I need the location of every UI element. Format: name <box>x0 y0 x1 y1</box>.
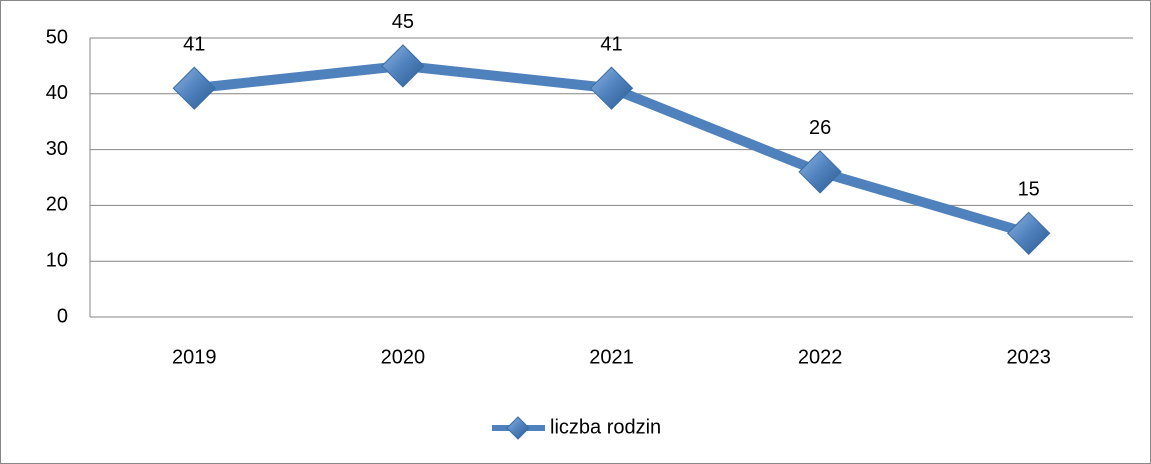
legend-label: liczba rodzin <box>550 416 661 438</box>
point-marker <box>798 150 842 194</box>
x-tick-label: 2023 <box>1006 346 1051 368</box>
x-tick-label: 2021 <box>589 346 634 368</box>
point-marker <box>172 66 217 110</box>
point-marker <box>589 66 634 110</box>
y-tick-label: 40 <box>46 82 68 104</box>
x-tick-label: 2022 <box>798 346 843 368</box>
data-label: 26 <box>809 117 831 139</box>
y-tick-label: 10 <box>46 249 68 271</box>
x-tick-label: 2020 <box>381 346 426 368</box>
y-tick-label: 50 <box>46 26 68 48</box>
y-tick-label: 0 <box>57 305 68 327</box>
legend-marker <box>506 416 530 440</box>
y-tick-label: 30 <box>46 138 68 160</box>
data-label: 41 <box>183 34 205 56</box>
point-marker <box>1006 211 1051 256</box>
point-marker <box>381 44 425 88</box>
data-label: 41 <box>600 34 622 56</box>
x-tick-label: 2019 <box>172 346 217 368</box>
data-label: 45 <box>392 11 414 33</box>
y-tick-label: 20 <box>46 194 68 216</box>
data-label: 15 <box>1018 179 1040 201</box>
